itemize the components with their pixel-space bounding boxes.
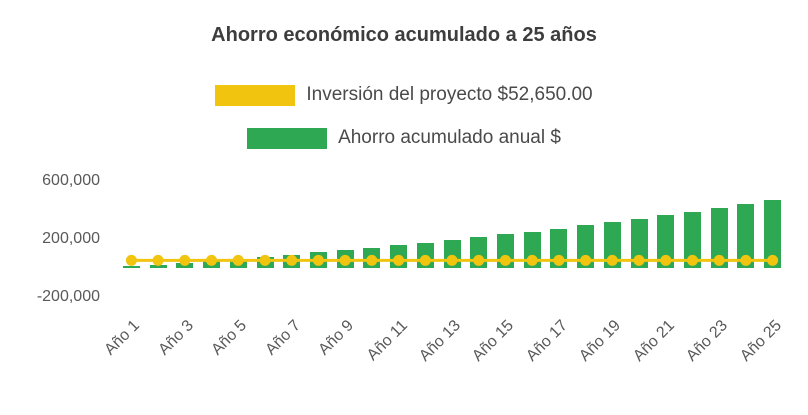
y-axis-label: -200,000 (36, 288, 100, 305)
investment-line-series (125, 254, 779, 266)
savings-bar (737, 204, 755, 268)
x-axis-label: Año 25 (736, 317, 785, 365)
investment-point (740, 254, 752, 266)
savings-bar (684, 211, 701, 268)
y-axis: 600,000 200,000 -200,000 (0, 172, 100, 305)
investment-point (687, 254, 698, 266)
investment-point (339, 254, 351, 266)
investment-point (713, 254, 725, 266)
savings-bar (710, 208, 728, 268)
savings-bar (657, 215, 675, 268)
investment-point (473, 254, 485, 266)
chart-legend: Inversión del proyecto $52,650.00 Ahorro… (0, 84, 808, 149)
investment-point (393, 254, 405, 266)
savings-bar (630, 218, 648, 268)
investment-point (232, 254, 244, 266)
legend-item-investment: Inversión del proyecto $52,650.00 (215, 84, 593, 106)
investment-point (152, 254, 164, 266)
x-axis-label: Año 13 (416, 317, 465, 365)
x-axis-label: Año 15 (469, 317, 518, 365)
investment-point (312, 254, 324, 266)
investment-point (446, 254, 458, 266)
y-axis-label: 200,000 (42, 230, 100, 247)
savings-bar (603, 222, 621, 268)
savings-bar (122, 266, 140, 268)
investment-point (286, 254, 298, 266)
legend-swatch-investment (215, 84, 296, 106)
legend-item-savings: Ahorro acumulado anual $ (247, 127, 561, 149)
x-axis-label: Año 9 (315, 317, 358, 359)
investment-point (580, 254, 592, 266)
investment-point (606, 254, 618, 266)
investment-point (526, 254, 538, 266)
investment-point (259, 254, 271, 266)
x-axis-label: Año 19 (576, 317, 625, 365)
legend-label-savings: Ahorro acumulado anual $ (338, 127, 561, 148)
plot-area (118, 181, 786, 297)
investment-point (366, 254, 378, 266)
investment-point (633, 254, 645, 266)
y-axis-label: 600,000 (42, 172, 100, 189)
investment-point (660, 254, 672, 266)
legend-label-investment: Inversión del proyecto $52,650.00 (306, 84, 593, 105)
savings-bar (764, 200, 782, 268)
chart-canvas: Ahorro económico acumulado a 25 años Inv… (0, 24, 808, 365)
savings-bar-series (118, 181, 786, 297)
savings-bar (149, 264, 167, 268)
investment-point (419, 254, 431, 266)
x-axis-label: Año 1 (101, 317, 144, 359)
legend-swatch-savings (247, 127, 328, 149)
investment-point (125, 254, 137, 266)
x-axis-label: Año 11 (363, 317, 411, 365)
investment-point (179, 254, 191, 266)
x-axis-label: Año 5 (208, 317, 251, 359)
investment-point (553, 254, 565, 266)
investment-point (767, 254, 779, 266)
chart-title: Ahorro económico acumulado a 25 años (211, 24, 597, 46)
x-axis-label: Año 23 (683, 317, 732, 365)
investment-point (206, 254, 217, 266)
investment-point (499, 254, 511, 266)
